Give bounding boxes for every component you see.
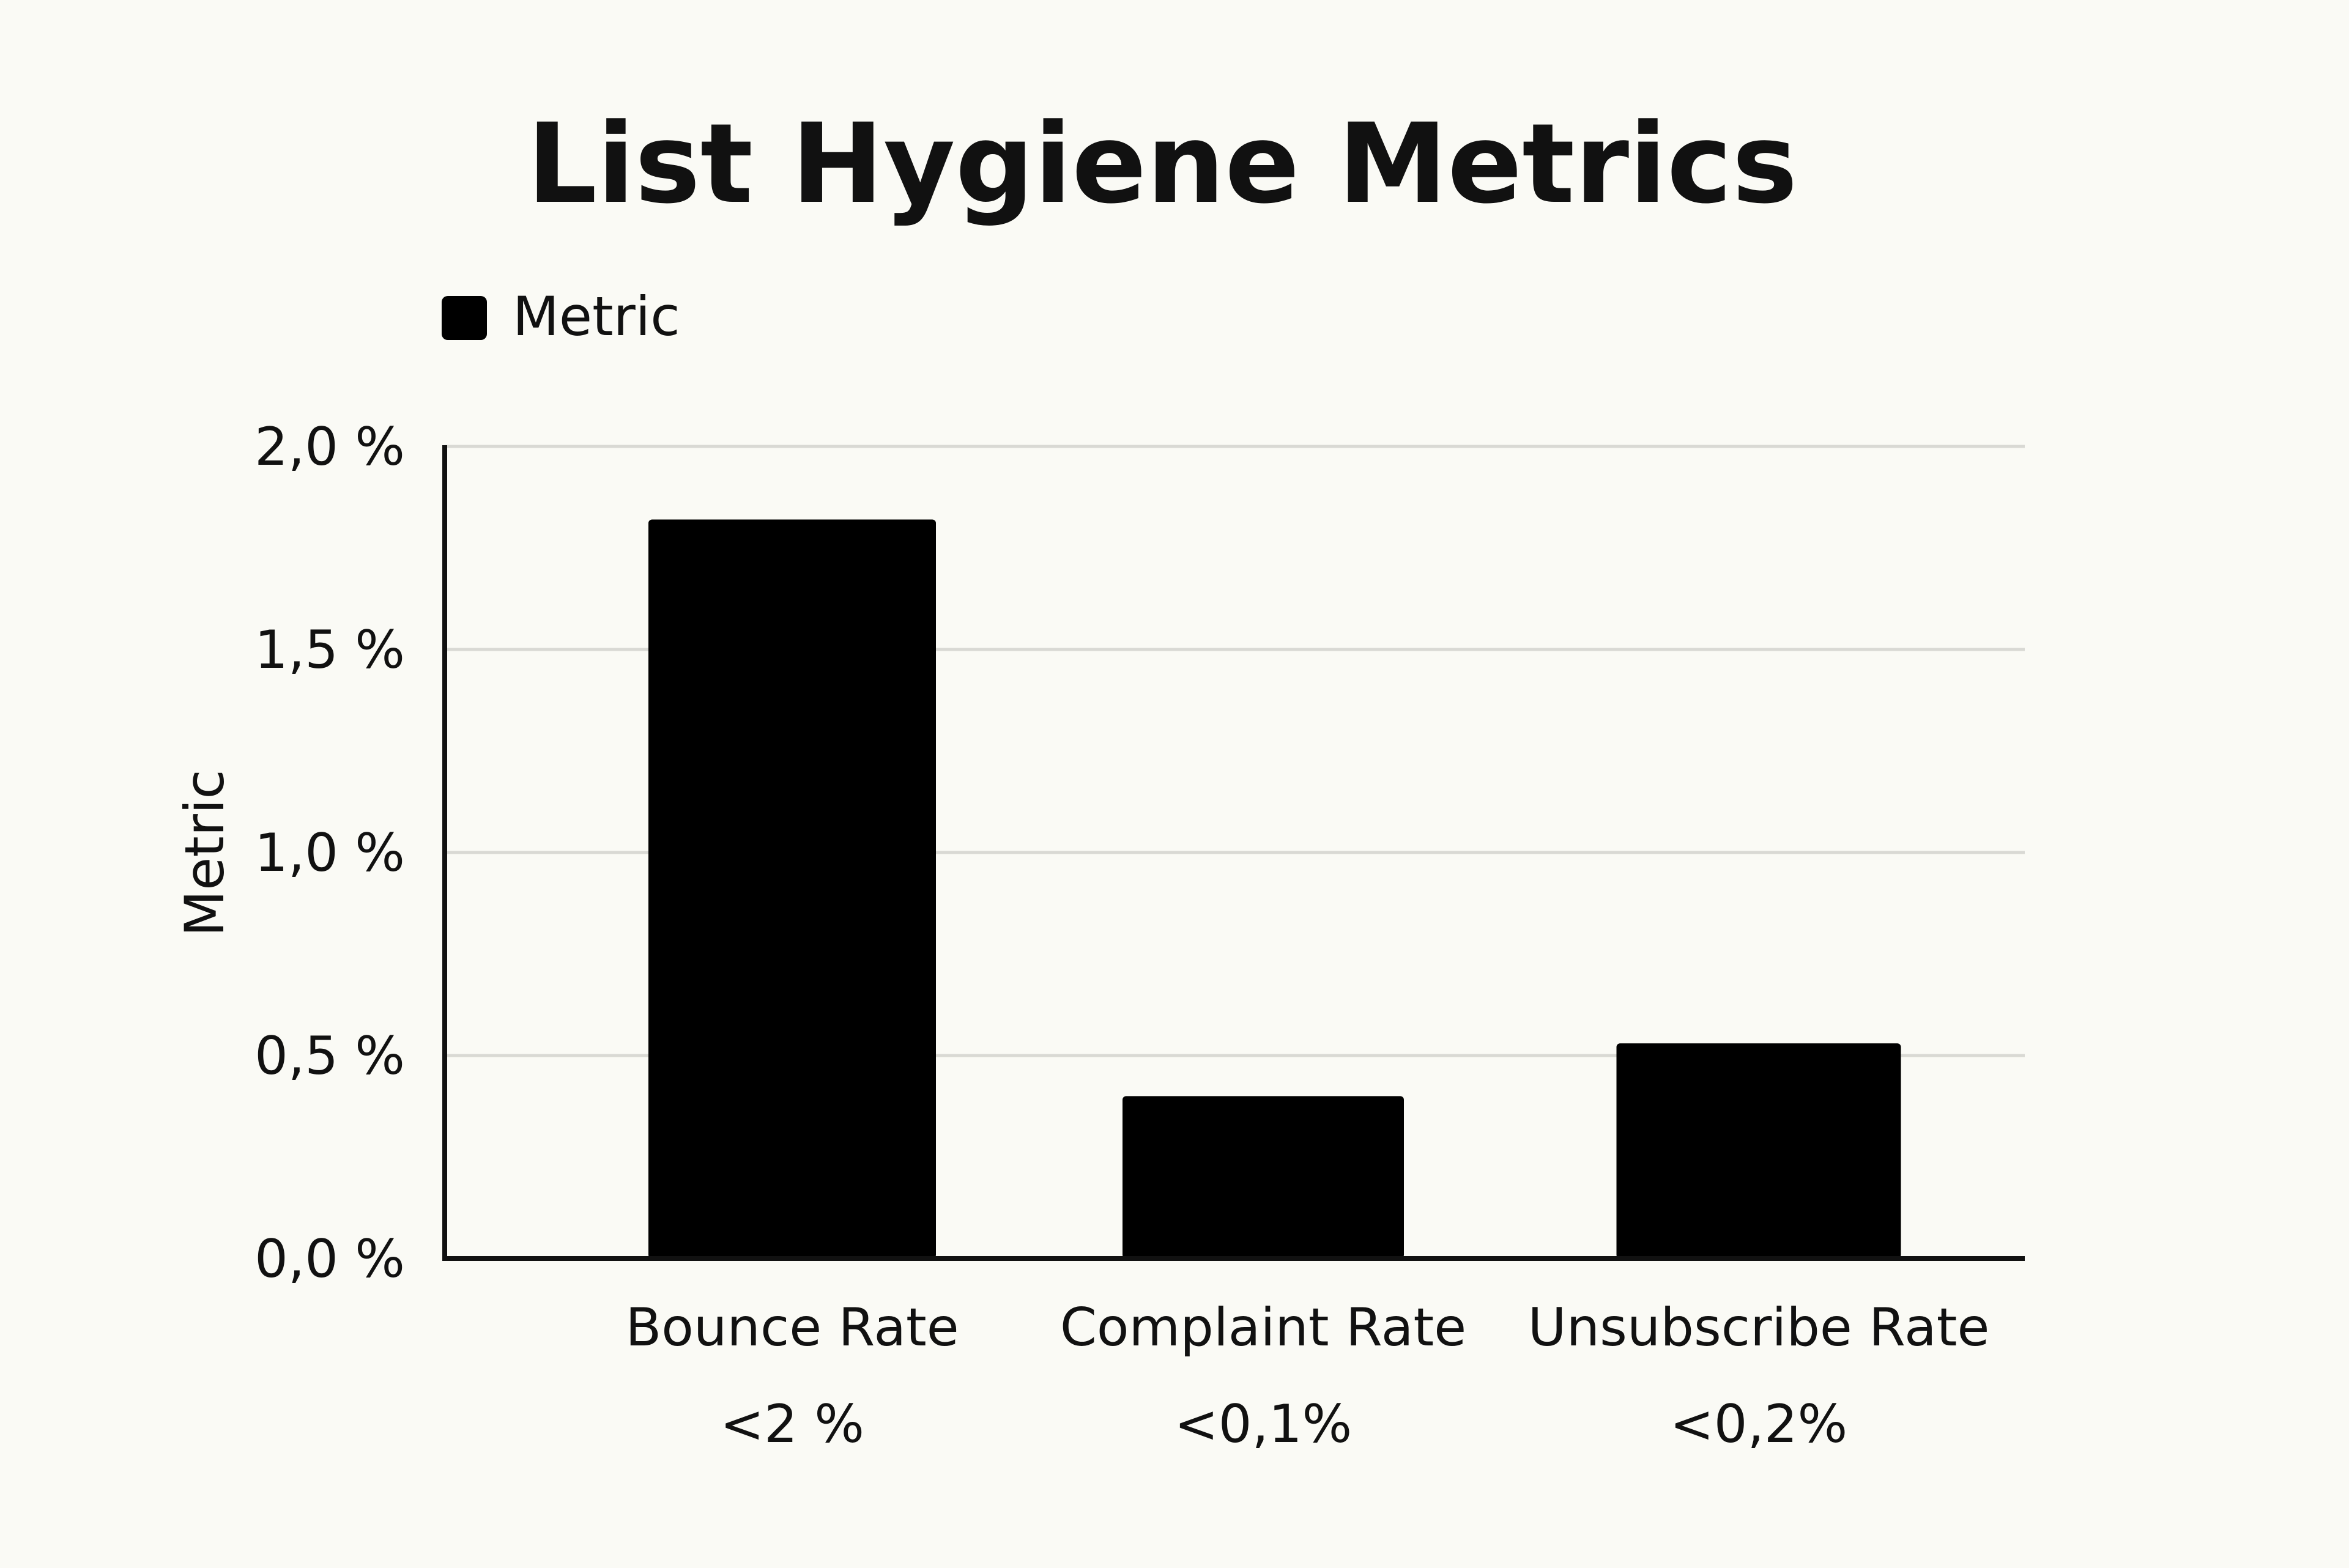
x-tick-label: Bounce Rate [625,1297,959,1358]
bars [648,519,1901,1259]
x-tick-sublabel: <0,2% [1670,1394,1848,1455]
legend: Metric [442,285,680,348]
chart-title: List Hygiene Metrics [527,100,1797,228]
y-tick-label: 0,5 % [254,1026,405,1087]
y-tick-label: 0,0 % [254,1229,405,1290]
bar-complaint-rate [1123,1096,1404,1259]
legend-swatch [442,296,487,340]
x-tick-labels: Bounce Rate <2 % Complaint Rate <0,1% Unsubs… [625,1297,1989,1455]
x-tick-sublabel: <0,1% [1174,1394,1353,1455]
y-axis-title: Metric [173,769,236,937]
y-tick-label: 1,0 % [254,823,405,884]
y-tick-labels: 0,0 % 0,5 % 1,0 % 1,5 % 2,0 % [254,416,405,1290]
y-tick-label: 1,5 % [254,619,405,681]
y-tick-label: 2,0 % [254,416,405,478]
bar-unsubscribe-rate [1616,1043,1901,1259]
bar-bounce-rate [648,519,936,1259]
x-tick-label: Complaint Rate [1060,1297,1466,1358]
x-tick-label: Unsubscribe Rate [1528,1297,1990,1358]
x-tick-sublabel: <2 % [720,1394,864,1455]
legend-label: Metric [513,285,680,348]
